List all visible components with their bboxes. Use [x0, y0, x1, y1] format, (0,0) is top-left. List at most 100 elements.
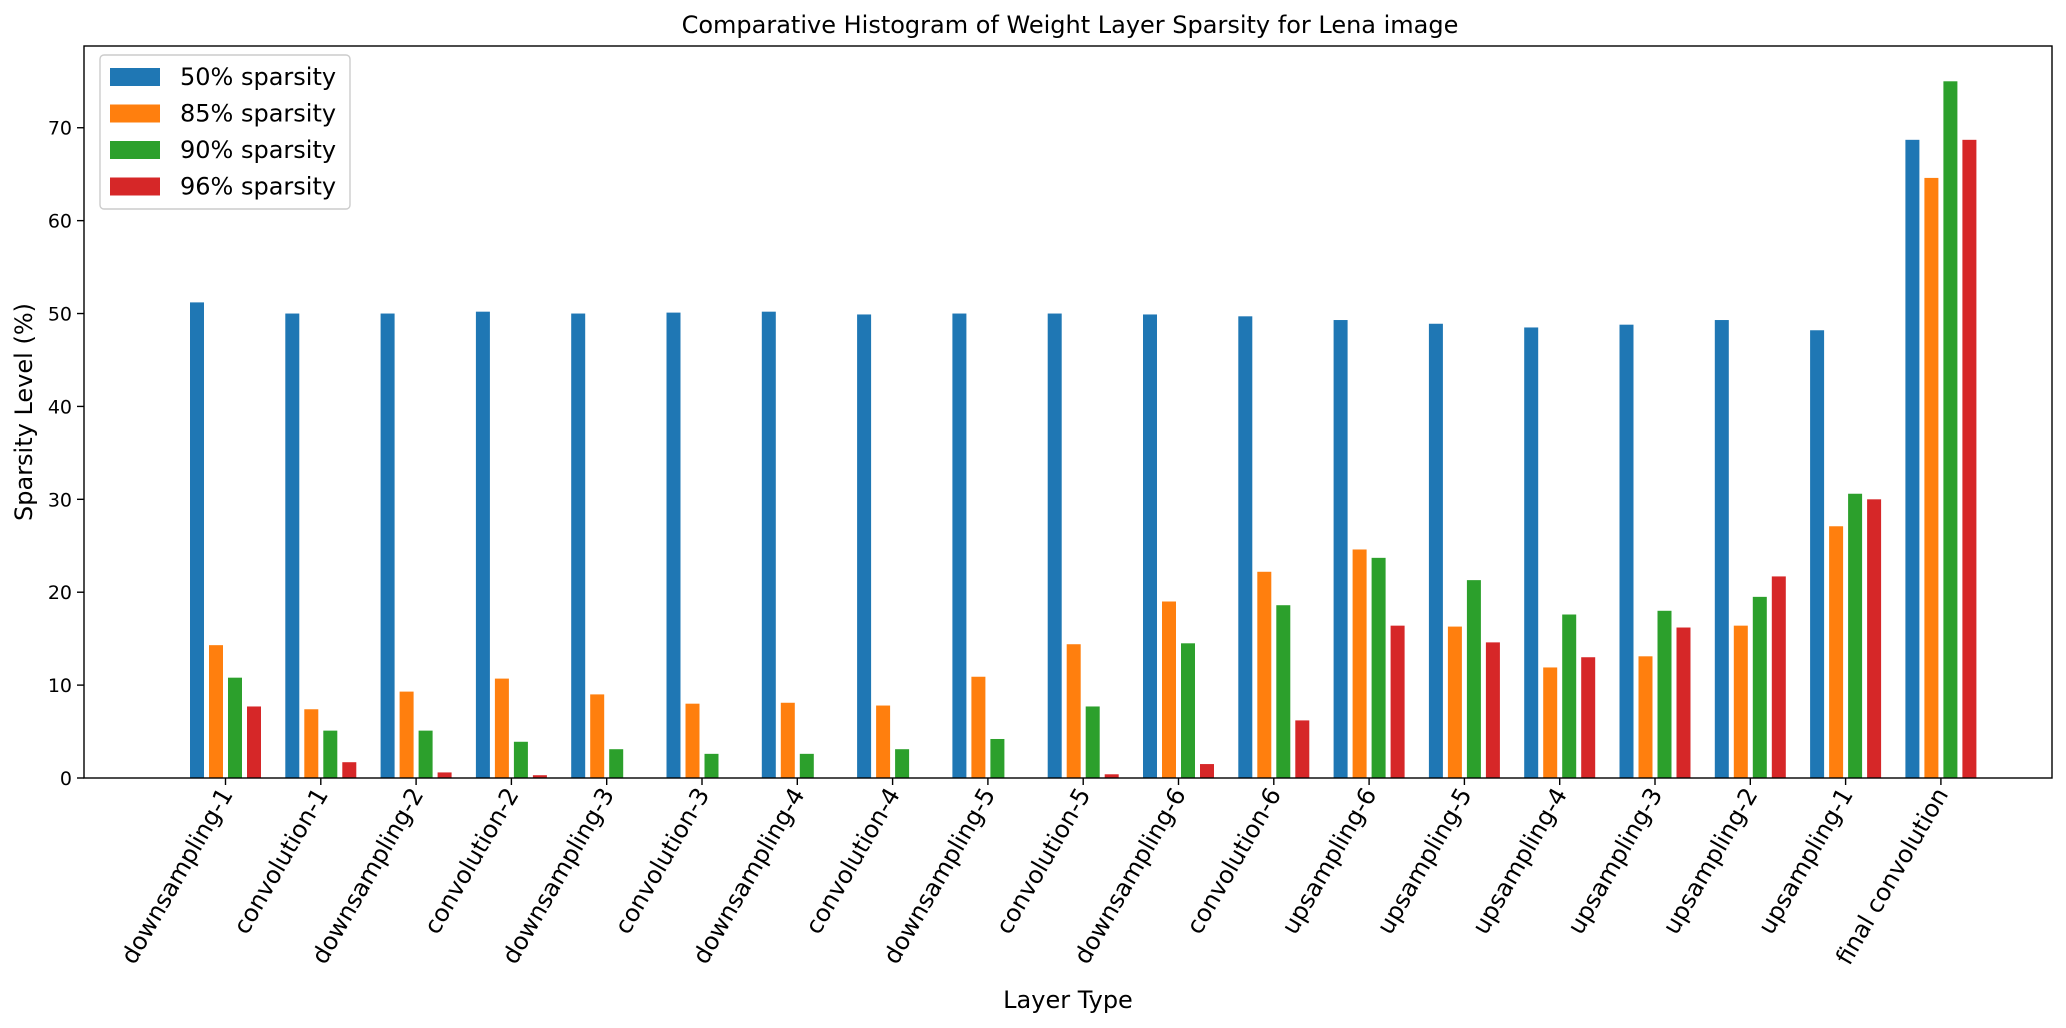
bar-3-downsampling-4: [799, 753, 814, 778]
x-tick-label: convolution-3: [609, 783, 715, 939]
bar-4-upsampling-2: [1771, 576, 1786, 778]
bar-1-downsampling-3: [571, 313, 586, 778]
legend-swatch: [110, 104, 160, 123]
bar-2-upsampling-3: [1638, 656, 1653, 778]
x-axis: downsampling-1convolution-1downsampling-…: [115, 778, 1954, 969]
bar-2-final-convolution: [1924, 177, 1939, 778]
bar-2-downsampling-1: [209, 645, 223, 778]
bars-group: [190, 81, 1977, 779]
y-tick-label: 30: [48, 489, 72, 511]
legend-entry: 85% sparsity: [180, 100, 336, 128]
x-tick-label: upsampling-2: [1657, 783, 1763, 939]
bar-2-upsampling-4: [1543, 667, 1558, 778]
bar-1-downsampling-2: [380, 313, 395, 778]
bar-1-convolution-3: [666, 312, 681, 778]
bar-4-convolution-5: [1104, 774, 1119, 778]
bar-3-convolution-2: [513, 741, 528, 778]
bar-4-downsampling-1: [247, 706, 261, 778]
y-tick-label: 60: [48, 211, 72, 233]
y-tick-label: 50: [48, 304, 72, 326]
bar-3-upsampling-2: [1752, 596, 1767, 778]
plot-border: [83, 45, 2053, 779]
x-tick-label: convolution-5: [990, 783, 1096, 939]
bar-2-convolution-5: [1066, 644, 1081, 778]
bar-2-downsampling-6: [1162, 601, 1176, 778]
bar-3-downsampling-6: [1181, 643, 1195, 778]
bar-4-upsampling-1: [1867, 499, 1882, 778]
bar-2-downsampling-5: [971, 676, 986, 778]
legend-swatch: [110, 68, 160, 86]
bar-1-convolution-5: [1047, 313, 1062, 778]
legend: 50% sparsity 85% sparsity 90% sparsity 96% …: [99, 54, 351, 210]
x-tick-label: upsampling-3: [1562, 783, 1668, 939]
bar-2-convolution-1: [304, 709, 319, 778]
bar-2-downsampling-3: [590, 694, 605, 778]
bar-4-upsampling-5: [1485, 642, 1500, 778]
bar-4-downsampling-2: [437, 772, 452, 778]
bar-1-convolution-2: [475, 311, 490, 778]
y-tick-label: 10: [48, 675, 72, 697]
bar-1-upsampling-5: [1428, 323, 1443, 778]
bar-3-final-convolution: [1943, 81, 1958, 778]
x-tick-label: upsampling-6: [1276, 783, 1382, 939]
chart-title: Comparative Histogram of Weight Layer Sp…: [682, 11, 1459, 39]
bar-3-upsampling-3: [1657, 610, 1672, 778]
bar-1-downsampling-1: [190, 302, 204, 778]
bar-4-final-convolution: [1962, 139, 1977, 779]
bar-2-convolution-3: [685, 703, 700, 778]
bar-3-convolution-3: [704, 753, 719, 778]
bar-1-upsampling-6: [1333, 320, 1348, 778]
bar-2-upsampling-2: [1733, 625, 1748, 778]
y-tick-label: 20: [48, 582, 72, 604]
bar-3-downsampling-1: [228, 677, 242, 778]
x-tick-label: convolution-6: [1181, 783, 1287, 939]
x-tick-label: convolution-4: [800, 783, 906, 939]
bar-1-upsampling-2: [1714, 320, 1729, 778]
bar-4-upsampling-3: [1676, 627, 1691, 778]
bar-1-convolution-6: [1238, 316, 1253, 778]
x-tick-label: upsampling-1: [1753, 783, 1859, 939]
legend-box: [99, 54, 351, 210]
x-axis-label: Layer Type: [1003, 986, 1133, 1014]
y-axis-label: Sparsity Level (%): [10, 303, 38, 521]
x-tick-label: downsampling-1: [115, 783, 238, 969]
y-tick-label: 0: [60, 768, 72, 790]
bar-4-convolution-1: [342, 762, 357, 778]
bar-3-upsampling-1: [1848, 493, 1863, 778]
bar-2-downsampling-4: [780, 702, 795, 778]
bar-1-upsampling-1: [1810, 330, 1825, 778]
bar-1-downsampling-4: [761, 311, 776, 778]
bar-3-convolution-5: [1085, 706, 1100, 778]
x-tick-label: upsampling-4: [1467, 783, 1573, 939]
y-tick-label: 70: [48, 118, 72, 140]
bar-2-downsampling-2: [399, 691, 414, 778]
legend-swatch: [110, 141, 160, 159]
bar-3-downsampling-3: [609, 749, 624, 778]
x-tick-label: convolution-1: [228, 783, 334, 939]
bar-1-convolution-1: [285, 313, 300, 778]
bar-2-convolution-6: [1257, 571, 1272, 778]
bar-1-convolution-4: [857, 314, 872, 778]
bar-3-downsampling-5: [990, 738, 1005, 778]
bar-4-downsampling-6: [1200, 764, 1214, 778]
bar-3-upsampling-6: [1371, 557, 1386, 778]
bar-2-upsampling-6: [1352, 549, 1367, 778]
bar-4-upsampling-6: [1390, 625, 1405, 778]
bar-4-convolution-2: [532, 775, 547, 778]
bar-4-upsampling-4: [1581, 657, 1596, 778]
bar-3-convolution-1: [323, 730, 338, 778]
y-tick-label: 40: [48, 396, 72, 418]
bar-4-convolution-6: [1295, 720, 1310, 778]
bar-2-convolution-4: [876, 705, 891, 778]
bar-2-upsampling-5: [1447, 626, 1462, 778]
bar-1-upsampling-3: [1619, 324, 1634, 778]
bar-3-convolution-6: [1276, 605, 1291, 778]
bar-3-upsampling-5: [1466, 580, 1481, 778]
bar-1-downsampling-6: [1143, 314, 1157, 778]
y-axis: 0 10 20 30 40 50 60 70: [48, 118, 84, 790]
bar-1-upsampling-4: [1524, 327, 1539, 778]
bar-3-downsampling-2: [418, 730, 433, 778]
legend-entry: 96% sparsity: [180, 173, 336, 201]
bar-2-convolution-2: [494, 678, 509, 778]
